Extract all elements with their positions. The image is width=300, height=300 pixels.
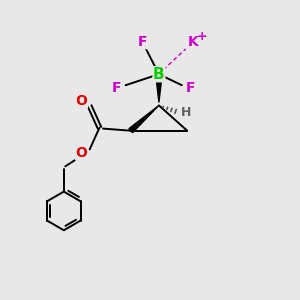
Text: H: H — [181, 106, 191, 119]
Text: F: F — [138, 34, 147, 49]
Text: K: K — [188, 34, 199, 49]
Text: +: + — [197, 30, 207, 43]
Polygon shape — [156, 74, 162, 102]
Text: F: F — [112, 81, 122, 94]
Polygon shape — [129, 105, 159, 133]
Text: O: O — [76, 94, 88, 108]
Text: B: B — [153, 67, 165, 82]
Text: F: F — [186, 81, 196, 94]
Text: O: O — [76, 146, 88, 160]
